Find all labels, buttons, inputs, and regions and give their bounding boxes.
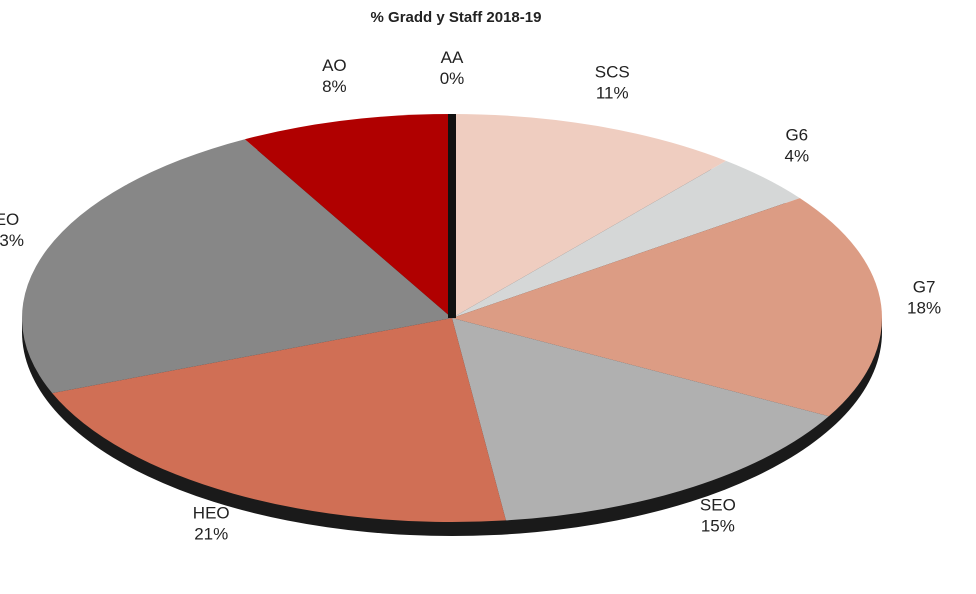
data-label: AO 8% bbox=[322, 56, 347, 96]
label-name: G6 bbox=[785, 125, 808, 144]
label-name: SEO bbox=[700, 495, 736, 514]
label-name: AA bbox=[441, 48, 464, 67]
label-value: 8% bbox=[322, 77, 347, 96]
label-value: 0% bbox=[440, 69, 465, 88]
label-name: EO bbox=[0, 210, 19, 229]
label-name: G7 bbox=[913, 278, 936, 297]
label-value: 4% bbox=[785, 146, 810, 165]
data-label: SEO 15% bbox=[700, 495, 736, 535]
label-name: AO bbox=[322, 56, 347, 75]
pie-slice bbox=[452, 114, 727, 318]
pie-slice bbox=[452, 160, 800, 318]
pie-slice bbox=[21, 139, 452, 394]
label-value: 18% bbox=[907, 299, 941, 318]
data-label: G6 4% bbox=[785, 125, 810, 165]
data-label: G7 18% bbox=[907, 278, 941, 318]
chart-title: % Gradd y Staff 2018-19 bbox=[371, 9, 542, 26]
label-name: HEO bbox=[193, 504, 230, 523]
pie-slice bbox=[452, 318, 829, 521]
data-label: HEO 21% bbox=[193, 504, 230, 544]
label-value: 23% bbox=[0, 231, 24, 250]
data-label: SCS 11% bbox=[595, 63, 630, 103]
data-label: AA 0% bbox=[440, 48, 465, 88]
label-value: 11% bbox=[596, 84, 629, 103]
label-value: 21% bbox=[194, 525, 228, 544]
pie-slice bbox=[452, 198, 882, 417]
label-value: 15% bbox=[701, 516, 735, 535]
pie-slice bbox=[52, 318, 506, 522]
pie-slice bbox=[244, 114, 452, 318]
data-label: EO 23% bbox=[0, 210, 24, 250]
label-name: SCS bbox=[595, 63, 630, 82]
